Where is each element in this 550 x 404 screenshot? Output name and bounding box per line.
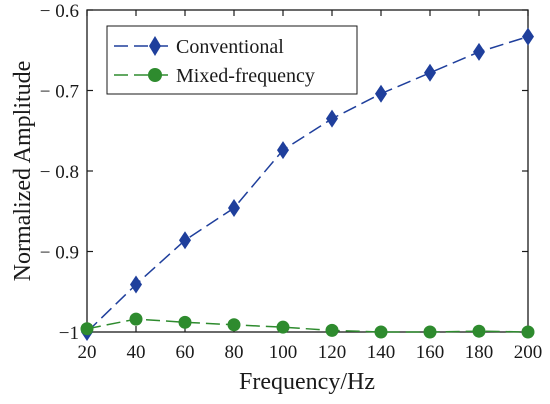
- point-mixed-frequency-40: [129, 312, 143, 326]
- point-conventional-160: [424, 63, 436, 82]
- x-tick-label-20: 20: [78, 342, 97, 363]
- y-tick-label-3: − 0.7: [40, 82, 79, 103]
- x-tick-label-120: 120: [318, 342, 347, 363]
- point-mixed-frequency-140: [374, 325, 388, 339]
- series-layer: [80, 27, 535, 341]
- x-tick-label-140: 140: [367, 342, 396, 363]
- point-mixed-frequency-100: [276, 320, 290, 334]
- x-tick-label-180: 180: [465, 342, 494, 363]
- point-conventional-100: [277, 141, 289, 160]
- point-mixed-frequency-160: [423, 325, 437, 339]
- y-axis-ticks: −1 − 0.9 − 0.8 − 0.7 − 0.6: [40, 1, 528, 344]
- legend-label-conventional: Conventional: [176, 36, 284, 58]
- y-tick-label-1: − 0.9: [40, 243, 79, 264]
- x-tick-label-160: 160: [416, 342, 445, 363]
- point-mixed-frequency-80: [227, 318, 241, 332]
- point-conventional-120: [326, 109, 338, 128]
- y-axis-label: Normalized Amplitude: [10, 61, 36, 282]
- point-conventional-180: [473, 42, 485, 61]
- point-conventional-200: [522, 27, 534, 46]
- y-tick-label-0: −1: [59, 323, 79, 344]
- legend-box: [106, 25, 358, 95]
- x-tick-label-200: 200: [514, 342, 543, 363]
- series-line-conventional: [86, 35, 529, 333]
- legend: Conventional Mixed-frequency: [106, 25, 358, 95]
- x-tick-label-40: 40: [127, 342, 146, 363]
- point-conventional-40: [130, 275, 142, 294]
- point-mixed-frequency-20: [80, 322, 94, 336]
- x-tick-label-80: 80: [225, 342, 244, 363]
- point-conventional-140: [375, 84, 387, 103]
- legend-marker-mixed-frequency: [148, 68, 162, 82]
- x-tick-label-100: 100: [269, 342, 298, 363]
- point-mixed-frequency-180: [472, 324, 486, 338]
- x-axis-label: Frequency/Hz: [239, 369, 375, 395]
- legend-label-mixed-frequency: Mixed-frequency: [176, 65, 315, 87]
- x-tick-label-60: 60: [176, 342, 195, 363]
- point-mixed-frequency-60: [178, 315, 192, 329]
- legend-marker-conventional: [149, 36, 161, 56]
- y-tick-label-4: − 0.6: [40, 1, 79, 22]
- point-conventional-80: [228, 199, 240, 218]
- point-mixed-frequency-200: [521, 325, 535, 339]
- y-tick-label-2: − 0.8: [40, 162, 79, 183]
- point-mixed-frequency-120: [325, 323, 339, 337]
- point-conventional-60: [179, 231, 191, 250]
- series-line-mixed-frequency: [86, 318, 529, 333]
